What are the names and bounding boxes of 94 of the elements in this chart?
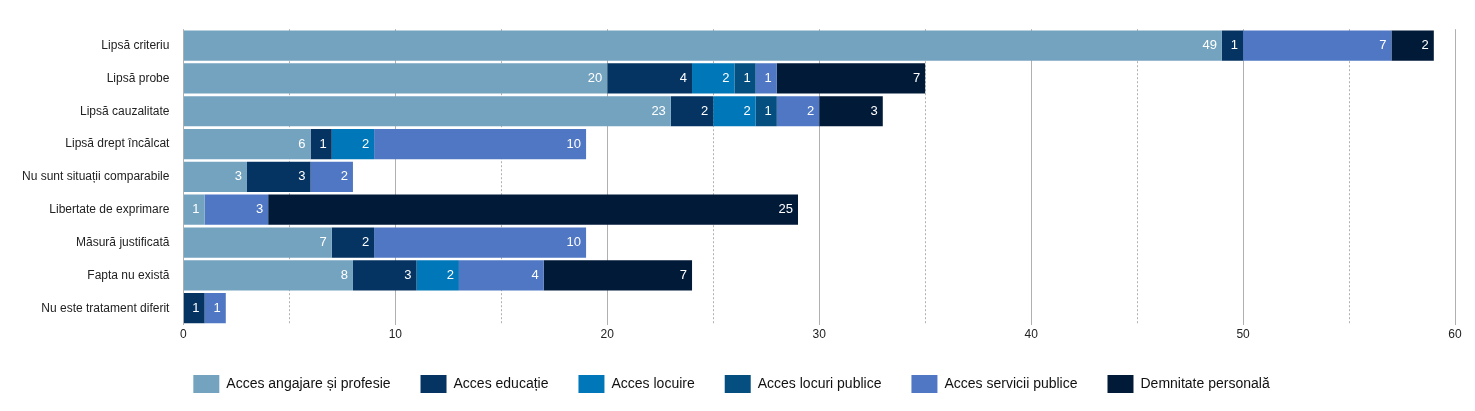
bar <box>331 227 375 258</box>
data-label: 7 <box>319 234 327 250</box>
data-label: 1 <box>764 102 772 118</box>
y-tick-label: Lipsă probe <box>106 70 170 85</box>
data-label: 3 <box>298 168 306 184</box>
bar <box>204 293 226 324</box>
legend-label: Acces servicii publice <box>944 374 1078 391</box>
bar <box>183 128 311 160</box>
data-label: 4 <box>531 266 539 282</box>
bar <box>183 260 353 291</box>
y-tick-label: Libertate de exprimare <box>49 202 170 217</box>
y-tick-label: Nu sunt situații comparabile <box>22 169 170 184</box>
bar <box>713 96 756 127</box>
data-label: 1 <box>743 70 751 86</box>
x-tick-label: 20 <box>600 327 615 342</box>
y-tick-label: Nu este tratament diferit <box>41 300 171 315</box>
data-label: 4 <box>679 70 688 86</box>
bar <box>183 96 671 127</box>
data-label: 3 <box>255 201 264 217</box>
y-tick-label: Fapta nu există <box>87 267 170 282</box>
data-label: 7 <box>912 70 921 86</box>
x-tick-label: 30 <box>812 327 827 342</box>
bar <box>458 260 544 291</box>
x-tick-label: 40 <box>1024 327 1039 342</box>
data-label: 3 <box>404 266 412 282</box>
bar <box>692 63 735 94</box>
y-tick-label: Lipsă drept încălcat <box>65 136 171 151</box>
bar <box>374 128 587 160</box>
bar <box>268 194 799 225</box>
data-label: 1 <box>213 299 221 315</box>
bar <box>310 128 332 160</box>
bar <box>310 161 353 192</box>
data-label: 1 <box>192 299 200 315</box>
bar <box>183 293 205 324</box>
data-label: 10 <box>566 135 582 151</box>
data-label: 1 <box>1230 37 1239 53</box>
y-tick-label: Lipsă criteriu <box>101 37 170 52</box>
x-tick-label: 0 <box>180 327 188 342</box>
data-label: 20 <box>587 70 603 86</box>
data-label: 1 <box>319 135 327 151</box>
bar <box>607 63 693 94</box>
data-label: 2 <box>701 102 709 118</box>
data-label: 2 <box>743 102 751 118</box>
legend-label: Acces educație <box>453 374 549 391</box>
bar <box>670 96 714 127</box>
data-label: 3 <box>234 168 242 184</box>
bar <box>183 30 1222 61</box>
data-label: 2 <box>361 135 370 151</box>
bar <box>183 194 205 225</box>
bar <box>543 260 693 291</box>
bar <box>1243 30 1392 61</box>
data-label: 3 <box>870 102 878 118</box>
y-tick-label: Măsură justificată <box>76 234 170 249</box>
legend-label: Demnitate personală <box>1140 374 1270 391</box>
x-tick-label: 10 <box>388 327 403 342</box>
bar <box>416 260 459 291</box>
data-label: 2 <box>806 102 815 118</box>
bar <box>246 161 311 192</box>
bar <box>374 227 587 258</box>
bar <box>204 194 269 225</box>
data-label: 7 <box>1379 37 1387 53</box>
data-label: 10 <box>566 234 582 250</box>
bar <box>755 96 777 127</box>
bar <box>819 96 883 127</box>
bar <box>734 63 756 94</box>
data-label: 6 <box>298 135 306 151</box>
data-label: 1 <box>764 70 772 86</box>
data-label: 8 <box>340 266 348 282</box>
bar <box>776 63 926 94</box>
legend-label: Acces locuire <box>611 374 695 391</box>
data-label: 2 <box>446 266 454 282</box>
bar <box>183 63 608 94</box>
x-tick-label: 60 <box>1448 327 1462 342</box>
bar <box>1221 30 1244 61</box>
y-tick-label: Lipsă cauzalitate <box>80 103 170 118</box>
data-label: 1 <box>192 201 200 217</box>
data-label: 2 <box>1421 37 1429 53</box>
data-label: 2 <box>340 168 348 184</box>
legend-label: Acces angajare și profesie <box>226 374 391 391</box>
bar <box>331 128 375 160</box>
bar <box>352 260 417 291</box>
bar <box>755 63 777 94</box>
x-tick-label: 50 <box>1236 327 1251 342</box>
legend-label: Acces locuri publice <box>757 374 882 391</box>
data-label: 2 <box>361 234 370 250</box>
data-label: 49 <box>1202 37 1217 53</box>
data-label: 2 <box>722 70 730 86</box>
bar <box>1391 30 1434 61</box>
bar <box>183 227 332 258</box>
bar <box>776 96 820 127</box>
data-label: 7 <box>679 266 688 282</box>
data-label: 23 <box>651 102 666 118</box>
bar <box>183 161 247 192</box>
data-label: 25 <box>778 201 794 217</box>
